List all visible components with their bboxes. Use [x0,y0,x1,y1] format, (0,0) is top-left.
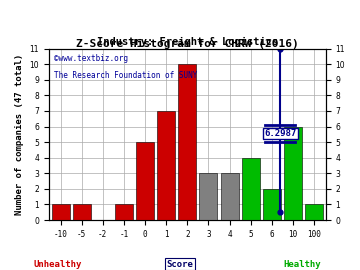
Bar [178,64,196,220]
Bar [51,204,69,220]
Bar [221,173,239,220]
Bar [242,158,260,220]
Y-axis label: Number of companies (47 total): Number of companies (47 total) [15,54,24,215]
Text: The Research Foundation of SUNY: The Research Foundation of SUNY [54,71,198,80]
Title: Z-Score Histogram for CHRW (2016): Z-Score Histogram for CHRW (2016) [76,39,299,49]
Bar [263,189,281,220]
Text: Healthy: Healthy [284,260,321,269]
Text: 6.2987: 6.2987 [264,129,296,138]
Text: Industry: Freight & Logistics: Industry: Freight & Logistics [96,37,278,47]
Bar [73,204,91,220]
Text: ©www.textbiz.org: ©www.textbiz.org [54,54,129,63]
Bar [284,127,302,220]
Bar [199,173,217,220]
Bar [157,111,175,220]
Bar [115,204,133,220]
Text: Score: Score [167,260,193,269]
Text: Unhealthy: Unhealthy [33,260,82,269]
Bar [136,142,154,220]
Bar [305,204,323,220]
